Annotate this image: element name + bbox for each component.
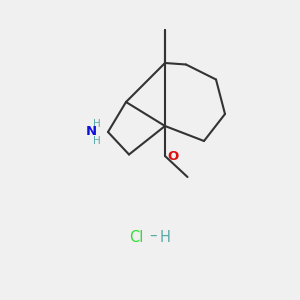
Text: H: H bbox=[93, 118, 101, 129]
Text: H: H bbox=[160, 230, 170, 244]
Text: –: – bbox=[149, 228, 157, 243]
Text: N: N bbox=[86, 125, 97, 138]
Text: Cl: Cl bbox=[129, 230, 144, 244]
Text: O: O bbox=[167, 149, 178, 163]
Text: H: H bbox=[93, 136, 101, 146]
